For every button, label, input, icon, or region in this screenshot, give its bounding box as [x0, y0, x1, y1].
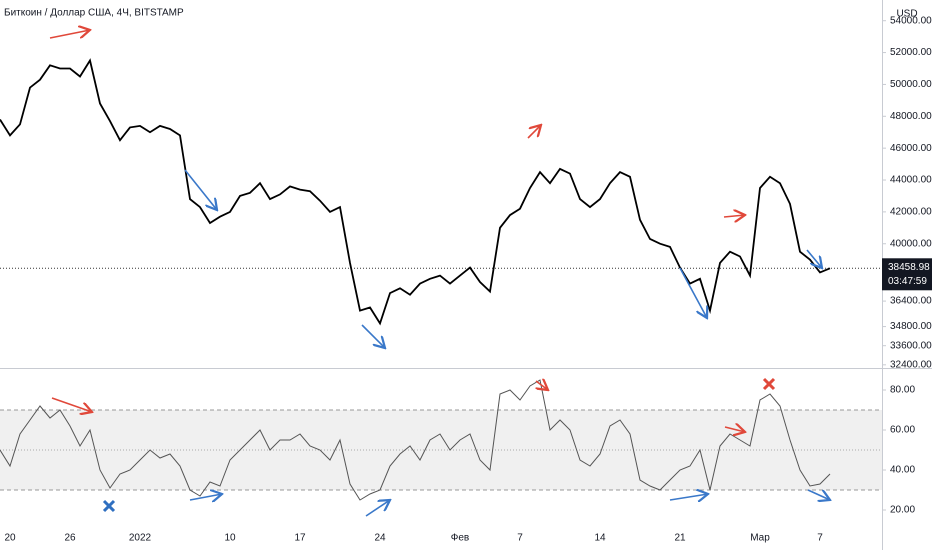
x-tick-label: 7: [517, 533, 523, 544]
arrow: [723, 215, 745, 217]
x-tick-label: 17: [294, 533, 306, 544]
x-tick-label: 7: [817, 533, 823, 544]
arrow: [669, 494, 708, 500]
annotations: [49, 30, 830, 517]
y-tick-label: 33600.00: [890, 340, 932, 351]
y-tick-label: 46000.00: [890, 143, 932, 154]
arrow: [49, 30, 90, 39]
x-tick-label: Мар: [750, 533, 770, 544]
x-tick-label: 14: [594, 533, 606, 544]
arrow: [536, 381, 548, 390]
grid: [0, 20, 886, 511]
chart-title: Биткоин / Доллар США, 4Ч, BITSTAMP: [4, 8, 184, 19]
arrow: [51, 397, 92, 412]
y-tick-label: 36400.00: [890, 296, 932, 307]
y-tick-label: 40000.00: [890, 238, 932, 249]
arrow: [184, 169, 217, 210]
y-tick-label: 40.00: [890, 465, 915, 476]
arrow: [807, 489, 830, 500]
x-tick-label: 26: [64, 533, 76, 544]
x-tick-label: 21: [674, 533, 686, 544]
arrow: [806, 249, 822, 268]
arrow: [679, 267, 707, 318]
marks: [0, 58, 831, 501]
y-tick-label: 50000.00: [890, 79, 932, 90]
arrow: [724, 427, 745, 432]
arrow: [361, 324, 385, 348]
y-tick-label: 54000.00: [890, 15, 932, 26]
y-tick-label: 32400.00: [890, 359, 932, 370]
y-tick-label: 80.00: [890, 385, 915, 396]
y-tick-label: 52000.00: [890, 47, 932, 58]
x-tick-label: 20: [4, 533, 16, 544]
y-tick-label: 34800.00: [890, 321, 932, 332]
cross-mark: [762, 377, 776, 391]
y-tick-label: 20.00: [890, 505, 915, 516]
y-tick-label: 48000.00: [890, 111, 932, 122]
cross-mark: [102, 499, 116, 513]
arrow: [527, 125, 541, 139]
y-tick-label: 42000.00: [890, 207, 932, 218]
x-tick-label: 10: [224, 533, 236, 544]
last-price-box: [882, 258, 932, 291]
arrow: [365, 500, 390, 517]
currency: USD: [896, 9, 917, 20]
x-tick-label: 24: [374, 533, 386, 544]
price-line: [0, 379, 831, 501]
y-tick-label: 44000.00: [890, 175, 932, 186]
price-line: [0, 58, 831, 326]
arrow: [189, 494, 222, 500]
y-tick-label: 60.00: [890, 425, 915, 436]
last-price: 38458.98: [888, 262, 930, 273]
x-tick-label: Фев: [451, 533, 469, 544]
x-tick-label: 2022: [129, 533, 152, 544]
countdown: 03:47:59: [888, 276, 927, 287]
